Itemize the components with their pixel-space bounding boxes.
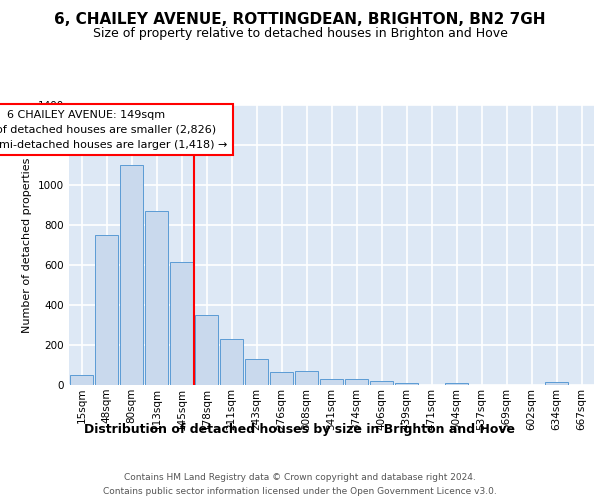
Bar xyxy=(270,372,293,385)
Bar xyxy=(170,262,193,385)
Bar xyxy=(295,372,318,385)
Bar xyxy=(145,211,168,385)
Bar xyxy=(70,375,93,385)
Bar xyxy=(370,382,393,385)
Bar xyxy=(220,340,243,385)
Text: 6 CHAILEY AVENUE: 149sqm
← 66% of detached houses are smaller (2,826)
33% of sem: 6 CHAILEY AVENUE: 149sqm ← 66% of detach… xyxy=(0,110,227,150)
Bar xyxy=(320,380,343,385)
Bar xyxy=(395,382,418,385)
Text: 6, CHAILEY AVENUE, ROTTINGDEAN, BRIGHTON, BN2 7GH: 6, CHAILEY AVENUE, ROTTINGDEAN, BRIGHTON… xyxy=(54,12,546,28)
Text: Contains HM Land Registry data © Crown copyright and database right 2024.: Contains HM Land Registry data © Crown c… xyxy=(124,472,476,482)
Bar xyxy=(195,315,218,385)
Text: Size of property relative to detached houses in Brighton and Hove: Size of property relative to detached ho… xyxy=(92,28,508,40)
Text: Distribution of detached houses by size in Brighton and Hove: Distribution of detached houses by size … xyxy=(85,422,515,436)
Bar xyxy=(120,165,143,385)
Y-axis label: Number of detached properties: Number of detached properties xyxy=(22,158,32,332)
Bar xyxy=(245,358,268,385)
Bar xyxy=(345,380,368,385)
Bar xyxy=(95,235,118,385)
Text: Contains public sector information licensed under the Open Government Licence v3: Contains public sector information licen… xyxy=(103,488,497,496)
Bar xyxy=(545,382,568,385)
Bar xyxy=(445,382,468,385)
